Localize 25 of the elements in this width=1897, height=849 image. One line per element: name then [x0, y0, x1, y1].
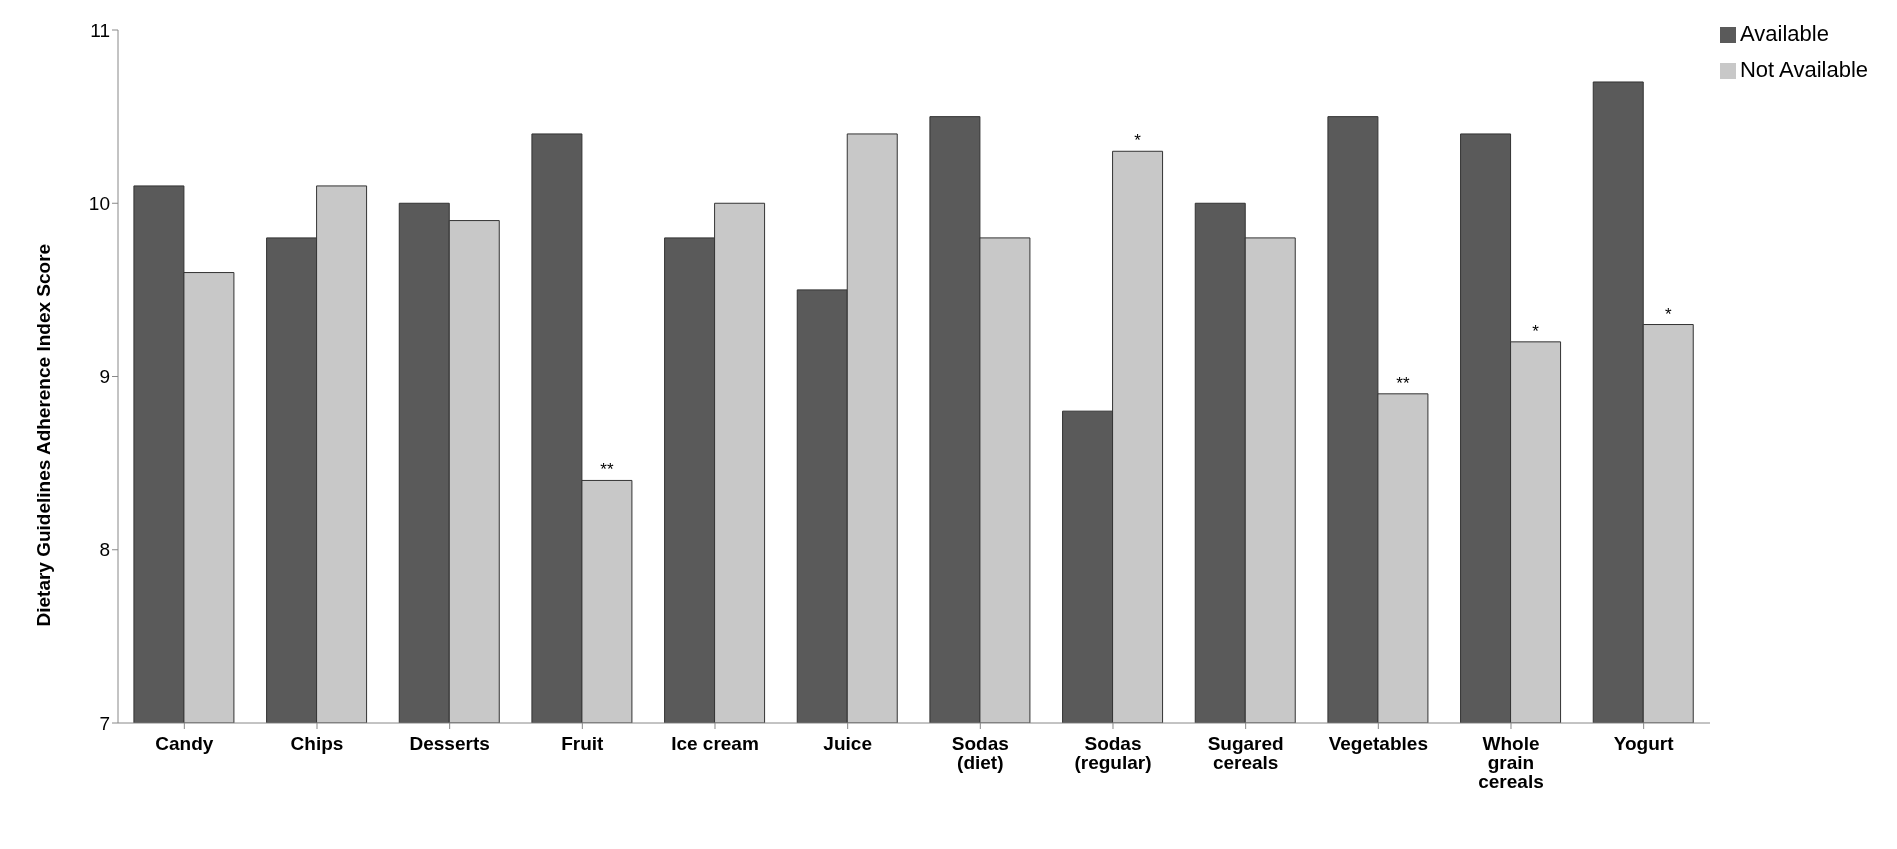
annotation: * [1664, 304, 1672, 324]
y-tick-label: 9 [99, 366, 110, 388]
x-tick-label: Chips [290, 733, 344, 755]
annotation: * [1134, 131, 1142, 151]
legend-label: Not Available [1739, 57, 1868, 82]
x-tick-label: Juice [823, 733, 872, 755]
y-axis-title: Dietary Guidelines Adherence Index Score [32, 243, 54, 627]
x-tick-label: Yogurt [1613, 733, 1675, 755]
x-tick-label: Sodas (diet) [951, 733, 1009, 774]
x-tick-label: Sugared cereals [1207, 733, 1284, 774]
legend-label: Available [1739, 21, 1829, 46]
x-tick-label: Sodas (regular) [1074, 733, 1152, 774]
annotation: * [1532, 321, 1540, 341]
y-tick-label: 8 [99, 539, 110, 561]
x-tick-label: Fruit [561, 733, 605, 755]
x-tick-label: Desserts [409, 733, 490, 755]
x-tick-label: Candy [155, 733, 214, 755]
y-tick-label: 10 [88, 192, 110, 214]
x-tick-label: Vegetables [1328, 733, 1428, 755]
x-tick-label: Ice cream [671, 733, 759, 755]
y-tick-label: 7 [99, 712, 110, 734]
x-tick-label: Whole grain cereals [1478, 733, 1544, 793]
annotation: ** [600, 460, 614, 480]
annotation: ** [1396, 373, 1410, 393]
y-tick-label: 11 [90, 19, 110, 41]
